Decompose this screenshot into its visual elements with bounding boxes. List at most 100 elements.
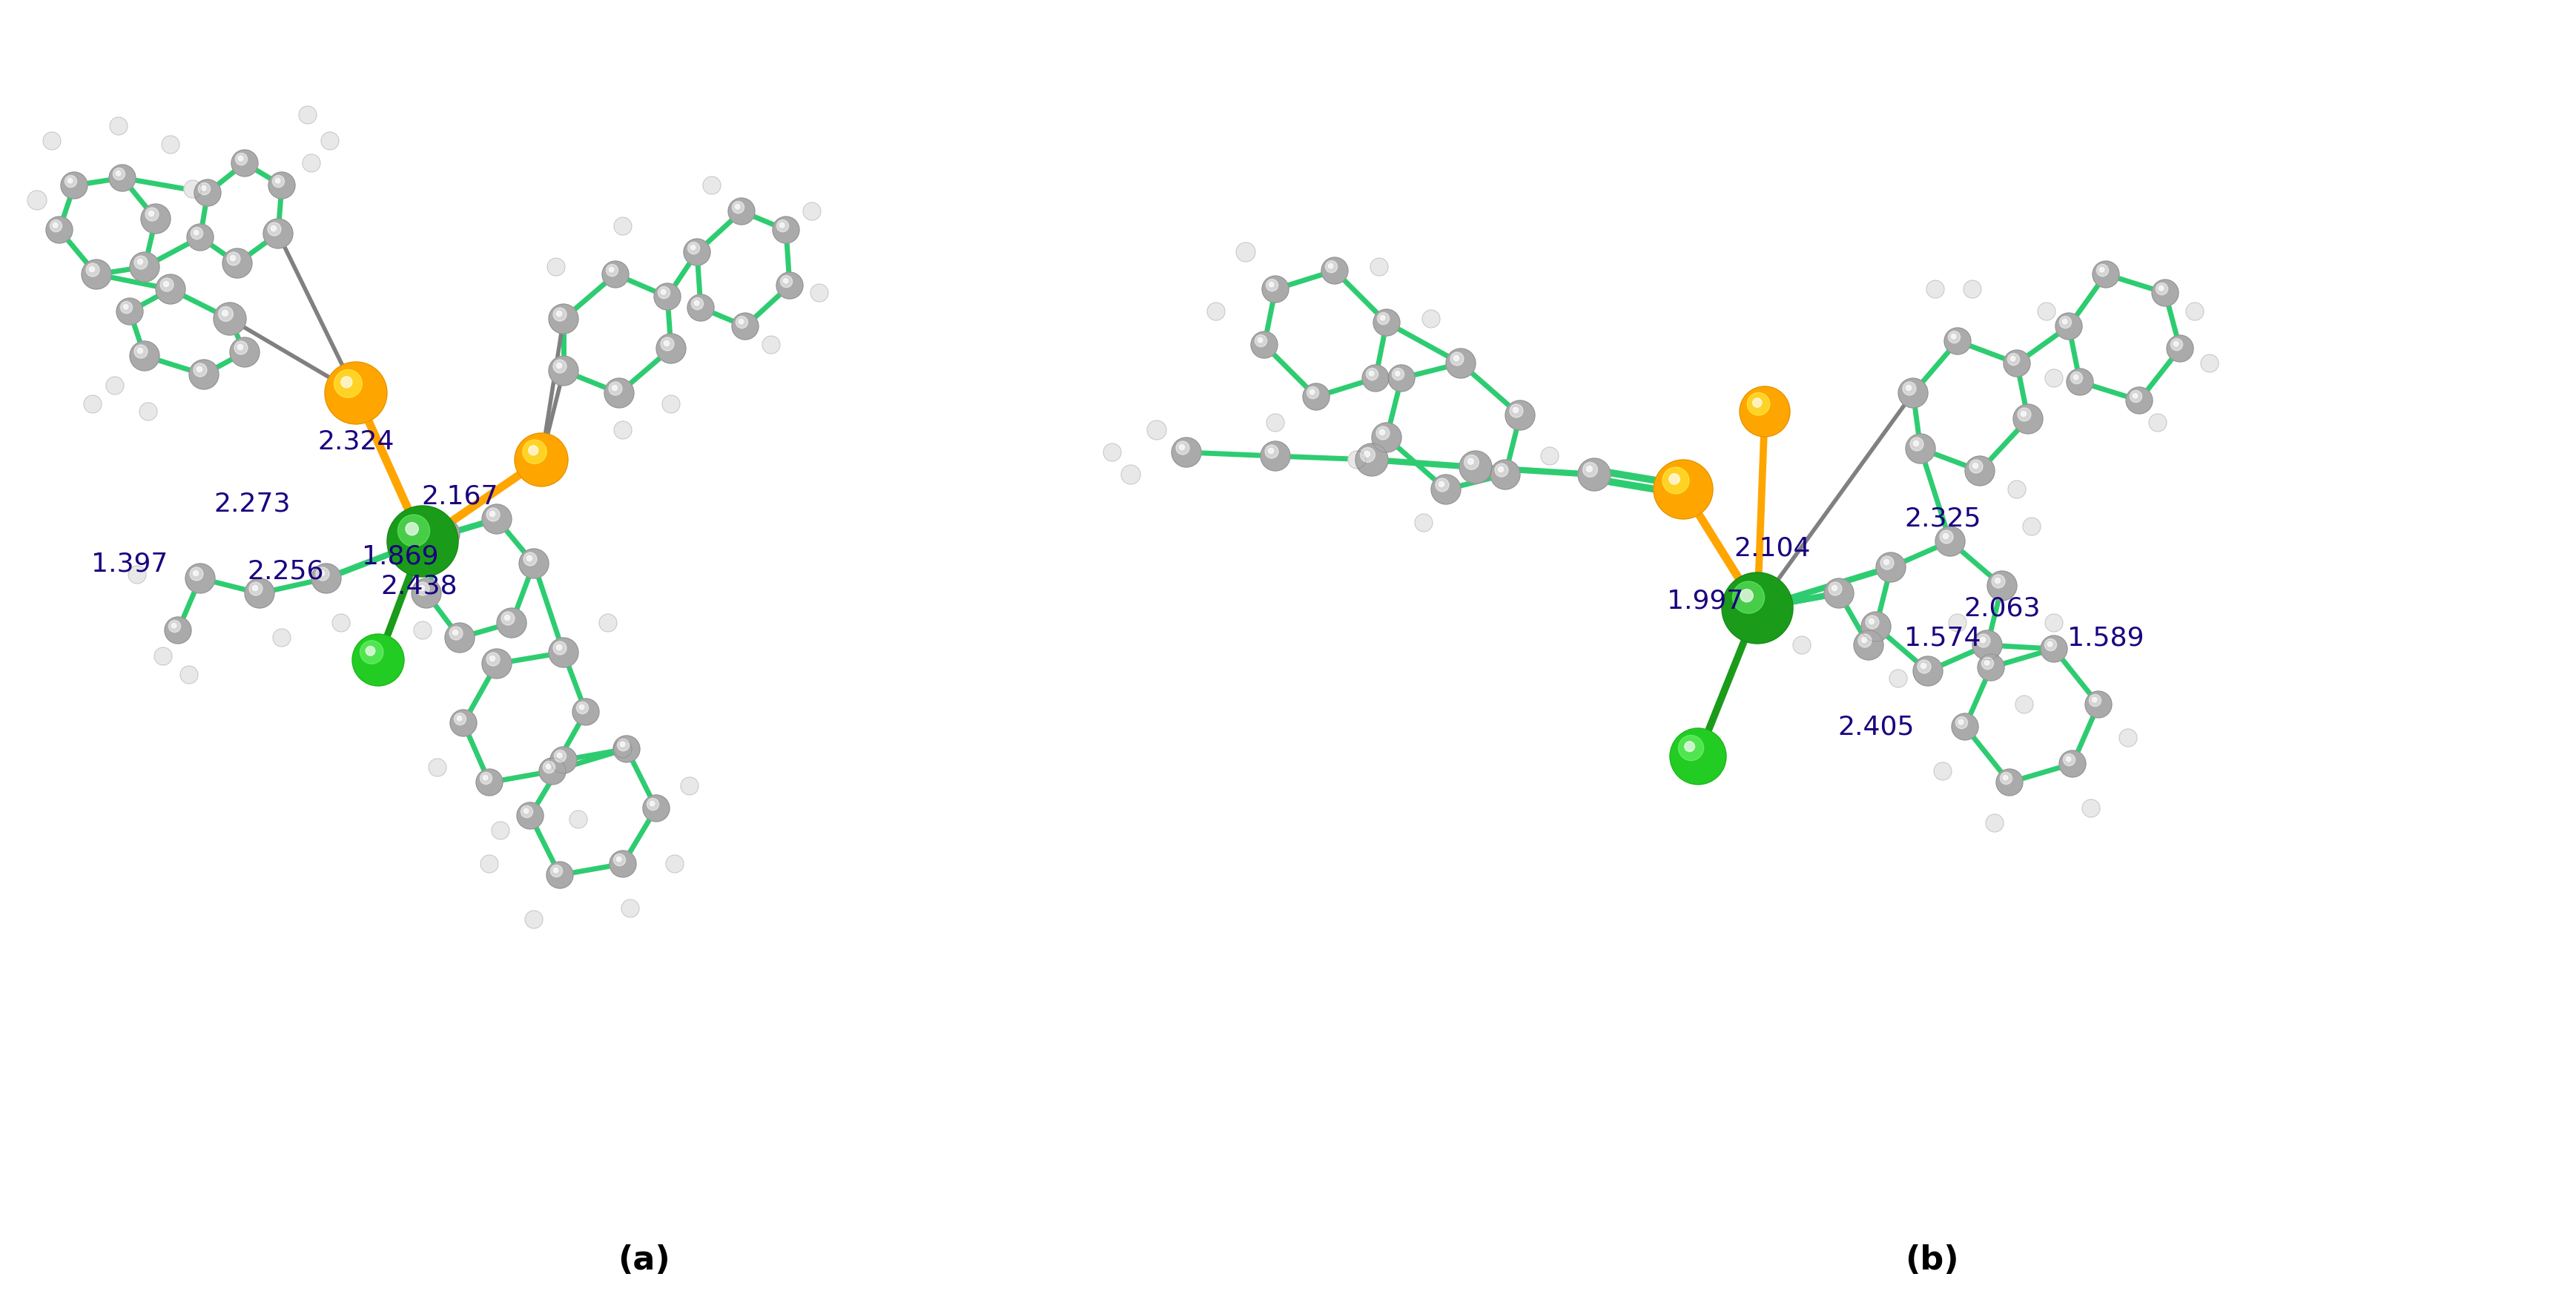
Circle shape bbox=[1370, 258, 1388, 276]
Circle shape bbox=[690, 298, 703, 310]
Circle shape bbox=[1973, 631, 2002, 660]
Circle shape bbox=[1947, 614, 1965, 632]
Circle shape bbox=[1953, 714, 1978, 740]
Circle shape bbox=[665, 855, 683, 872]
Circle shape bbox=[580, 704, 585, 710]
Circle shape bbox=[1996, 769, 2022, 796]
Circle shape bbox=[1971, 460, 1984, 473]
Circle shape bbox=[193, 180, 222, 206]
Circle shape bbox=[319, 570, 325, 576]
Circle shape bbox=[1180, 444, 1185, 449]
Circle shape bbox=[1422, 310, 1440, 327]
Text: 2.273: 2.273 bbox=[214, 491, 291, 516]
Circle shape bbox=[613, 854, 626, 866]
Circle shape bbox=[554, 307, 567, 321]
Circle shape bbox=[2045, 639, 2056, 650]
Circle shape bbox=[659, 338, 675, 351]
Circle shape bbox=[489, 511, 495, 516]
Circle shape bbox=[482, 775, 487, 781]
Circle shape bbox=[1396, 371, 1399, 376]
Circle shape bbox=[155, 275, 185, 304]
Circle shape bbox=[1463, 455, 1479, 469]
Circle shape bbox=[240, 156, 242, 160]
Circle shape bbox=[1862, 637, 1868, 643]
Circle shape bbox=[1432, 474, 1461, 505]
Circle shape bbox=[268, 172, 296, 198]
Circle shape bbox=[435, 523, 448, 536]
Circle shape bbox=[1265, 279, 1278, 292]
Circle shape bbox=[518, 803, 544, 829]
Circle shape bbox=[1654, 460, 1713, 519]
Circle shape bbox=[783, 279, 788, 284]
Circle shape bbox=[554, 869, 559, 872]
Circle shape bbox=[811, 284, 829, 302]
Circle shape bbox=[1965, 456, 1994, 486]
Circle shape bbox=[1360, 448, 1376, 463]
Circle shape bbox=[2125, 388, 2154, 414]
Circle shape bbox=[2045, 369, 2063, 388]
Circle shape bbox=[690, 244, 696, 250]
Circle shape bbox=[111, 117, 129, 135]
Circle shape bbox=[2004, 775, 2007, 781]
Circle shape bbox=[1824, 578, 1855, 608]
Circle shape bbox=[1309, 390, 1314, 394]
Circle shape bbox=[1883, 560, 1888, 565]
Circle shape bbox=[1373, 309, 1399, 336]
Circle shape bbox=[188, 360, 219, 389]
Circle shape bbox=[1747, 393, 1770, 415]
Circle shape bbox=[1978, 654, 2004, 681]
Circle shape bbox=[1208, 302, 1226, 321]
Circle shape bbox=[696, 301, 698, 305]
Circle shape bbox=[505, 615, 510, 620]
Circle shape bbox=[739, 319, 744, 325]
Circle shape bbox=[1267, 448, 1273, 453]
Circle shape bbox=[1512, 407, 1517, 413]
Circle shape bbox=[1381, 315, 1386, 321]
Circle shape bbox=[191, 227, 204, 239]
Circle shape bbox=[90, 267, 95, 272]
Circle shape bbox=[1347, 451, 1365, 469]
Circle shape bbox=[618, 738, 629, 752]
Circle shape bbox=[477, 769, 502, 796]
Circle shape bbox=[1450, 352, 1463, 365]
Circle shape bbox=[134, 256, 147, 269]
Circle shape bbox=[54, 223, 57, 227]
Circle shape bbox=[49, 219, 62, 231]
Circle shape bbox=[556, 363, 562, 368]
Circle shape bbox=[2058, 750, 2087, 777]
Circle shape bbox=[1947, 331, 1960, 343]
Circle shape bbox=[428, 758, 446, 777]
Circle shape bbox=[116, 298, 144, 325]
Circle shape bbox=[1752, 398, 1762, 407]
Text: 2.167: 2.167 bbox=[422, 485, 497, 510]
Circle shape bbox=[518, 549, 549, 578]
Circle shape bbox=[1945, 327, 1971, 355]
Circle shape bbox=[1973, 463, 1978, 468]
Circle shape bbox=[2066, 757, 2071, 762]
Text: 2.324: 2.324 bbox=[317, 428, 394, 453]
Circle shape bbox=[523, 440, 546, 464]
Circle shape bbox=[198, 183, 211, 194]
Circle shape bbox=[657, 334, 685, 364]
Circle shape bbox=[487, 653, 500, 666]
Circle shape bbox=[160, 279, 173, 292]
Circle shape bbox=[340, 377, 353, 388]
Circle shape bbox=[546, 258, 564, 276]
Circle shape bbox=[276, 179, 281, 183]
Circle shape bbox=[523, 552, 536, 566]
Circle shape bbox=[1857, 635, 1873, 648]
Text: 2.325: 2.325 bbox=[1904, 506, 1981, 532]
Circle shape bbox=[1103, 443, 1121, 461]
Circle shape bbox=[2187, 302, 2202, 321]
Circle shape bbox=[155, 648, 173, 665]
Circle shape bbox=[1504, 401, 1535, 430]
Circle shape bbox=[167, 620, 180, 632]
Circle shape bbox=[222, 310, 227, 317]
Circle shape bbox=[526, 556, 533, 561]
Circle shape bbox=[613, 736, 639, 762]
Circle shape bbox=[129, 252, 160, 281]
Circle shape bbox=[1414, 514, 1432, 532]
Circle shape bbox=[1994, 578, 2002, 583]
Circle shape bbox=[1981, 637, 1986, 643]
Circle shape bbox=[2058, 317, 2071, 328]
